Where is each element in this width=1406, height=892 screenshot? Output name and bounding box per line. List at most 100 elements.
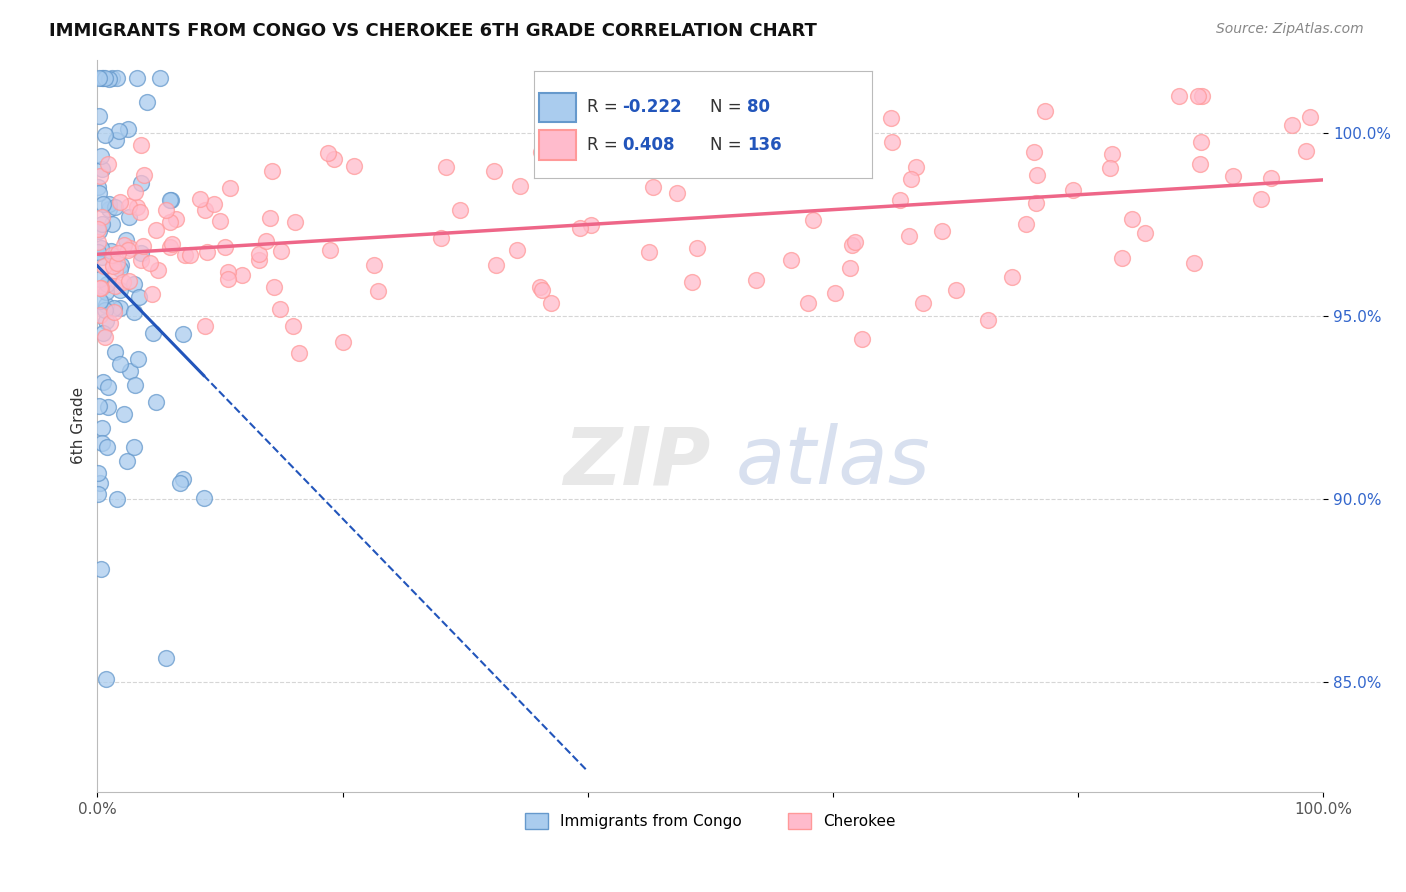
Point (87, 180, 110, 194)
Point (363, 258, 385, 272)
Point (434, 161, 457, 175)
Point (110, 357, 132, 371)
Point (93, 259, 115, 273)
Point (912, 296, 935, 310)
Point (283, 319, 305, 334)
Point (145, 223, 167, 237)
Point (231, 268, 253, 282)
Point (214, 240, 236, 254)
Point (945, 283, 967, 297)
Point (1260, 171, 1282, 186)
Point (665, 186, 688, 201)
Point (1033, 103, 1056, 118)
Point (135, 95, 157, 109)
Point (1188, 156, 1211, 170)
Point (1025, 196, 1047, 211)
Point (449, 202, 471, 217)
Point (90, 421, 112, 435)
Point (842, 89, 865, 103)
Point (117, 243, 139, 257)
Point (94, 285, 117, 300)
Point (779, 253, 801, 268)
Point (125, 200, 148, 214)
Point (1191, 89, 1213, 103)
Point (841, 238, 863, 252)
Point (1168, 89, 1191, 103)
Point (122, 440, 145, 454)
Point (318, 146, 340, 161)
Point (96, 440, 118, 454)
Point (159, 193, 181, 207)
Point (129, 246, 152, 260)
Point (125, 70, 148, 85)
Point (900, 172, 922, 186)
Point (593, 128, 616, 142)
Text: -0.222: -0.222 (621, 98, 682, 117)
Point (745, 273, 768, 287)
Point (110, 258, 132, 272)
Point (107, 245, 129, 260)
Point (263, 279, 285, 293)
Point (91, 251, 114, 265)
Point (97, 400, 120, 414)
Point (568, 221, 591, 235)
Point (160, 194, 183, 208)
Point (889, 193, 911, 207)
Point (259, 211, 281, 226)
Point (90, 435, 112, 450)
Point (112, 407, 135, 421)
Point (89, 293, 111, 308)
Point (172, 472, 194, 486)
Point (1299, 110, 1322, 124)
Point (260, 163, 283, 178)
Point (127, 351, 149, 366)
Point (643, 179, 665, 194)
Point (90, 281, 112, 295)
Point (97, 202, 120, 216)
Point (91, 197, 114, 211)
Point (94, 128, 117, 143)
Point (172, 326, 194, 341)
Point (247, 246, 270, 260)
Point (91, 70, 114, 85)
Point (89, 70, 111, 85)
Point (90, 562, 112, 576)
Point (1062, 183, 1084, 197)
Point (270, 244, 292, 258)
Point (96, 672, 118, 686)
Point (105, 70, 128, 85)
Point (1222, 169, 1244, 183)
Point (1101, 147, 1123, 161)
Point (897, 229, 920, 244)
Point (103, 259, 125, 273)
Point (124, 378, 146, 392)
Point (188, 192, 211, 206)
Text: N =: N = (710, 136, 747, 154)
Point (90, 241, 112, 255)
Point (839, 260, 862, 275)
Point (269, 301, 291, 316)
Point (87, 235, 110, 249)
Point (162, 237, 184, 252)
Point (114, 233, 136, 247)
Point (567, 154, 589, 169)
Point (94, 298, 117, 312)
Point (482, 164, 505, 178)
Point (686, 241, 709, 255)
Point (880, 136, 903, 150)
Point (112, 275, 135, 289)
Point (93, 330, 115, 344)
Point (332, 335, 354, 350)
Point (1250, 192, 1272, 206)
Point (202, 197, 225, 211)
Point (131, 239, 153, 253)
Point (89, 399, 111, 413)
Point (89, 271, 111, 285)
Point (96, 314, 118, 328)
Point (169, 476, 191, 491)
Point (98, 316, 121, 330)
Point (129, 205, 152, 219)
Point (579, 218, 602, 232)
Point (254, 234, 277, 248)
Point (1121, 211, 1143, 226)
